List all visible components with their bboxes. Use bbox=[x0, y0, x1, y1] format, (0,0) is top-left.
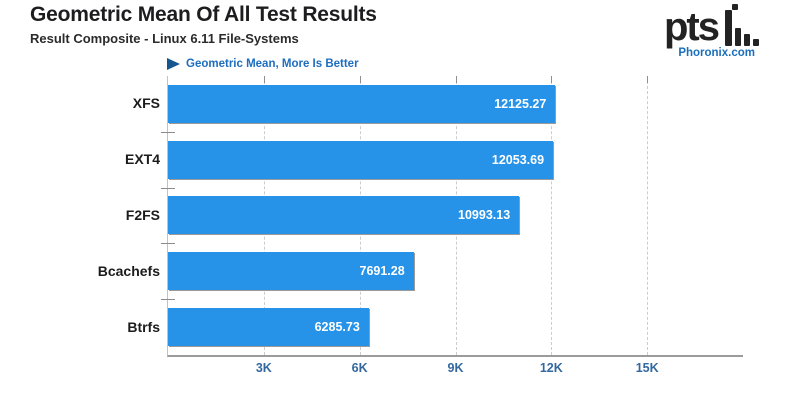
x-axis-tick-label: 15K bbox=[635, 361, 659, 375]
bar: 12125.27 bbox=[168, 84, 556, 123]
x-axis-tick-label: 6K bbox=[351, 361, 368, 375]
bar-row: Btrfs 6285.73 bbox=[127, 299, 743, 355]
x-axis-tick-label: 9K bbox=[447, 361, 464, 375]
x-axis-tick-label: 3K bbox=[255, 361, 272, 375]
logo-bar-icon bbox=[753, 39, 759, 46]
y-axis-tick bbox=[161, 299, 175, 301]
bar-row: XFS 12125.27 bbox=[133, 76, 743, 132]
category-label: Bcachefs bbox=[97, 262, 160, 279]
bar-row: EXT4 12053.69 bbox=[125, 132, 743, 188]
y-axis-tick bbox=[161, 243, 175, 245]
bar: 12053.69 bbox=[168, 140, 554, 179]
chart-legend: Geometric Mean, More Is Better bbox=[167, 58, 359, 70]
axis-tick bbox=[551, 76, 553, 83]
y-axis-tick bbox=[161, 131, 175, 133]
bar: 6285.73 bbox=[168, 308, 369, 347]
x-axis-tick-label: 12K bbox=[539, 361, 563, 375]
logo-bar-icon bbox=[744, 34, 750, 46]
legend-label: Geometric Mean, More Is Better bbox=[186, 58, 359, 70]
bar: 7691.28 bbox=[168, 252, 414, 291]
bar-row: F2FS 10993.13 bbox=[126, 188, 743, 244]
more-is-better-arrow-icon bbox=[167, 58, 180, 70]
bar-value-label: 12053.69 bbox=[491, 152, 545, 167]
logo-bar-icon bbox=[735, 28, 741, 46]
bar-row: Bcachefs 7691.28 bbox=[98, 243, 743, 299]
pts-logo-text: pts bbox=[664, 5, 720, 49]
pts-logo: pts bbox=[664, 4, 759, 49]
logo-dot-icon bbox=[732, 4, 738, 10]
axis-tick bbox=[263, 76, 265, 83]
pts-logo-bars-icon bbox=[722, 4, 759, 46]
y-axis-tick bbox=[161, 187, 175, 189]
page-title: Geometric Mean Of All Test Results bbox=[30, 3, 377, 26]
plot-area: 3K 6K 9K 12K 15K XFS 12125.27 EXT4 12053.69 F2FS 1… bbox=[98, 76, 743, 375]
logo-bar-icon bbox=[725, 10, 732, 46]
gridline bbox=[647, 76, 649, 355]
category-label: F2FS bbox=[125, 206, 160, 223]
category-label: EXT4 bbox=[124, 151, 160, 168]
bar-value-label: 6285.73 bbox=[314, 320, 360, 335]
bar: 10993.13 bbox=[168, 196, 520, 235]
bar-value-label: 7691.28 bbox=[359, 264, 405, 279]
gridline bbox=[551, 76, 553, 355]
axis-tick bbox=[647, 76, 649, 83]
axis-tick bbox=[359, 76, 361, 83]
category-label: Btrfs bbox=[127, 318, 160, 335]
category-label: XFS bbox=[132, 95, 160, 112]
bar-value-label: 10993.13 bbox=[458, 208, 511, 223]
axis-tick bbox=[455, 76, 457, 83]
chart-subtitle: Result Composite - Linux 6.11 File-Syste… bbox=[30, 31, 299, 46]
bar-value-label: 12125.27 bbox=[494, 96, 547, 111]
phoronix-link[interactable]: Phoronix.com bbox=[678, 47, 755, 59]
